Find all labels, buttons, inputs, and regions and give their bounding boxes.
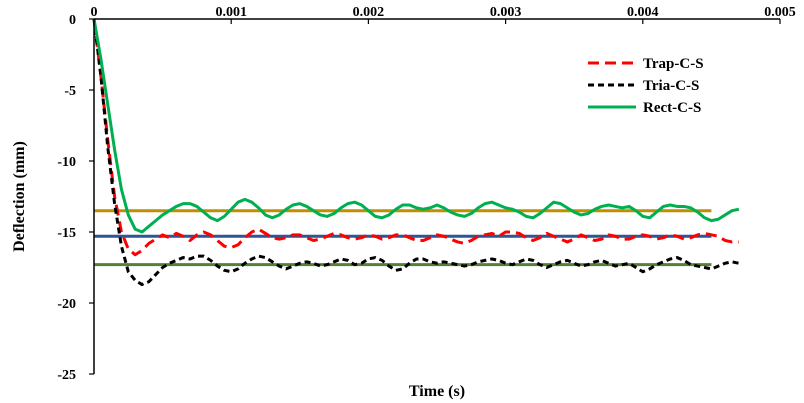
legend-label: Trap-C-S <box>643 56 704 72</box>
x-tick-label: 0.003 <box>490 5 522 20</box>
legend-label: Tria-C-S <box>643 78 699 94</box>
x-tick-label: 0.004 <box>627 5 659 20</box>
series-lines <box>92 18 740 287</box>
x-tick-label: 0.002 <box>353 5 385 20</box>
series-line-rect-c-s <box>92 18 740 234</box>
x-tick-label: 0 <box>91 5 98 20</box>
y-tick-label: -5 <box>64 84 76 99</box>
y-tick-label: -15 <box>57 226 76 241</box>
ticks: 0 0.001 0.002 0.003 0.004 0.005 0 -5 -10 -15 -20 -2… <box>57 5 795 383</box>
y-axis-title: Deflection (mm) <box>11 141 28 252</box>
series-line-tria-c-s <box>92 18 740 287</box>
series-line-trap-c-s <box>92 18 739 257</box>
y-tick-label: -25 <box>57 368 76 383</box>
x-axis-title: Time (s) <box>409 383 465 400</box>
x-tick-label: 0.005 <box>764 5 796 20</box>
legend: Trap-C-S Tria-C-S Rect-C-S <box>588 56 704 116</box>
x-tick-label: 0.001 <box>215 5 247 20</box>
legend-label: Rect-C-S <box>643 100 701 116</box>
y-tick-label: -10 <box>57 155 76 170</box>
y-tick-label: -20 <box>57 297 76 312</box>
axes <box>93 18 780 374</box>
y-tick-label: 0 <box>69 13 76 28</box>
